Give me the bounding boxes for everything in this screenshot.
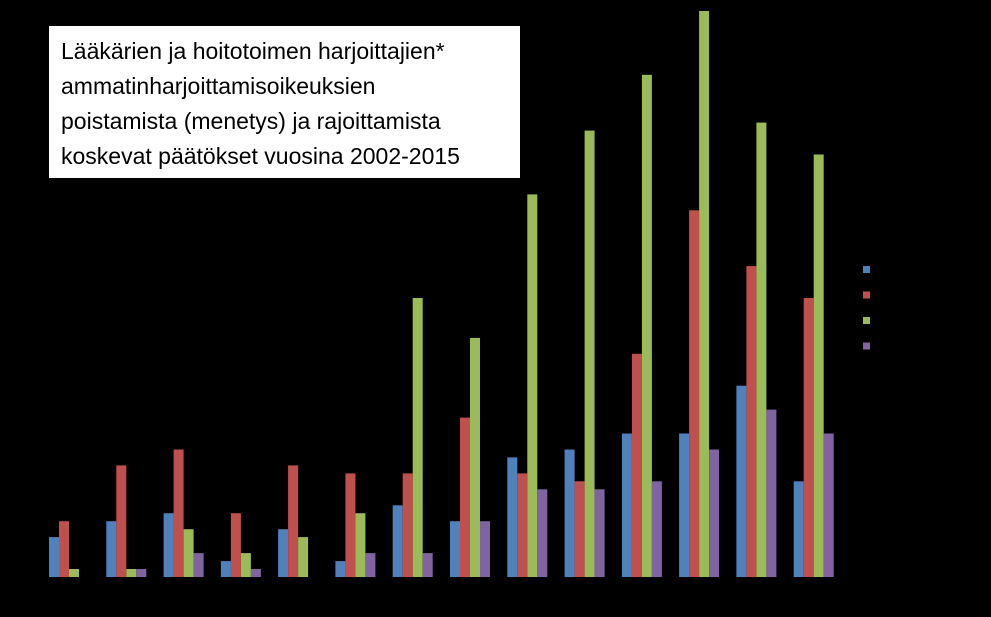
bar-series-1-group-5 — [278, 529, 289, 577]
bar-series-3-group-12 — [699, 11, 710, 577]
bar-series-4-group-9 — [537, 489, 548, 577]
bar-series-4-group-10 — [594, 489, 605, 577]
bar-series-2-group-2 — [116, 465, 127, 577]
bar-series-3-group-3 — [183, 529, 194, 577]
bar-series-2-group-1 — [59, 521, 69, 577]
bar-series-3-group-2 — [126, 569, 137, 577]
bar-series-3-group-9 — [527, 194, 538, 577]
chart-legend — [863, 266, 870, 350]
chart-bars — [49, 11, 834, 578]
legend-marker-series-2 — [863, 291, 870, 299]
bar-series-2-group-9 — [517, 473, 528, 577]
bar-series-1-group-14 — [793, 481, 804, 577]
bar-series-2-group-11 — [631, 353, 642, 577]
bar-series-1-group-13 — [736, 385, 747, 577]
legend-marker-series-1 — [863, 266, 870, 273]
bar-series-3-group-11 — [641, 74, 652, 578]
bar-series-2-group-12 — [689, 210, 700, 578]
bar-series-1-group-8 — [450, 521, 460, 577]
chart-title-box: Lääkärien ja hoitotoimen harjoittajien* … — [49, 26, 520, 178]
bar-series-4-group-7 — [422, 553, 433, 577]
bar-series-1-group-12 — [679, 433, 690, 577]
bar-series-3-group-10 — [584, 130, 595, 577]
bar-series-4-group-2 — [136, 569, 147, 577]
bar-series-2-group-5 — [288, 465, 299, 577]
bar-series-3-group-14 — [813, 154, 824, 577]
bar-series-1-group-1 — [49, 537, 59, 577]
bar-series-4-group-4 — [250, 569, 261, 577]
chart-title-line-1: Lääkärien ja hoitotoimen harjoittajien* — [61, 38, 445, 64]
bar-series-1-group-6 — [335, 561, 346, 577]
bar-series-4-group-12 — [709, 449, 720, 577]
chart-title-line-4: koskevat päätökset vuosina 2002-2015 — [61, 143, 460, 169]
legend-marker-series-3 — [863, 317, 870, 324]
bar-series-3-group-13 — [756, 122, 767, 577]
bar-series-2-group-14 — [803, 298, 814, 577]
bar-series-2-group-13 — [746, 266, 757, 577]
bar-series-1-group-2 — [106, 521, 117, 577]
bar-series-3-group-1 — [69, 569, 79, 577]
bar-series-2-group-4 — [230, 513, 241, 577]
bar-series-4-group-11 — [651, 481, 662, 577]
bar-series-2-group-6 — [345, 473, 356, 577]
bar-series-1-group-9 — [507, 457, 518, 577]
bar-series-1-group-11 — [621, 433, 632, 577]
bar-series-1-group-3 — [163, 513, 174, 577]
bar-series-4-group-8 — [480, 521, 490, 577]
bar-series-2-group-3 — [173, 449, 184, 577]
bar-series-1-group-4 — [220, 561, 231, 577]
bar-series-1-group-7 — [392, 505, 403, 577]
chart-title-line-2: ammatinharjoittamisoikeuksien — [61, 73, 376, 99]
bar-series-2-group-8 — [460, 417, 470, 577]
bar-series-4-group-6 — [365, 553, 376, 577]
bar-series-2-group-10 — [574, 481, 585, 577]
bar-series-2-group-7 — [402, 473, 413, 577]
bar-series-3-group-7 — [412, 298, 423, 577]
bar-series-1-group-10 — [564, 449, 575, 577]
bar-series-3-group-5 — [298, 537, 309, 577]
bar-series-4-group-14 — [823, 433, 834, 577]
chart-title-line-3: poistamista (menetys) ja rajoittamista — [61, 108, 441, 134]
bar-series-3-group-8 — [470, 337, 480, 577]
bar-series-4-group-3 — [193, 553, 204, 577]
bar-series-3-group-4 — [240, 553, 251, 577]
legend-marker-series-4 — [863, 342, 870, 350]
bar-series-3-group-6 — [355, 513, 366, 577]
bar-series-4-group-13 — [766, 409, 777, 577]
